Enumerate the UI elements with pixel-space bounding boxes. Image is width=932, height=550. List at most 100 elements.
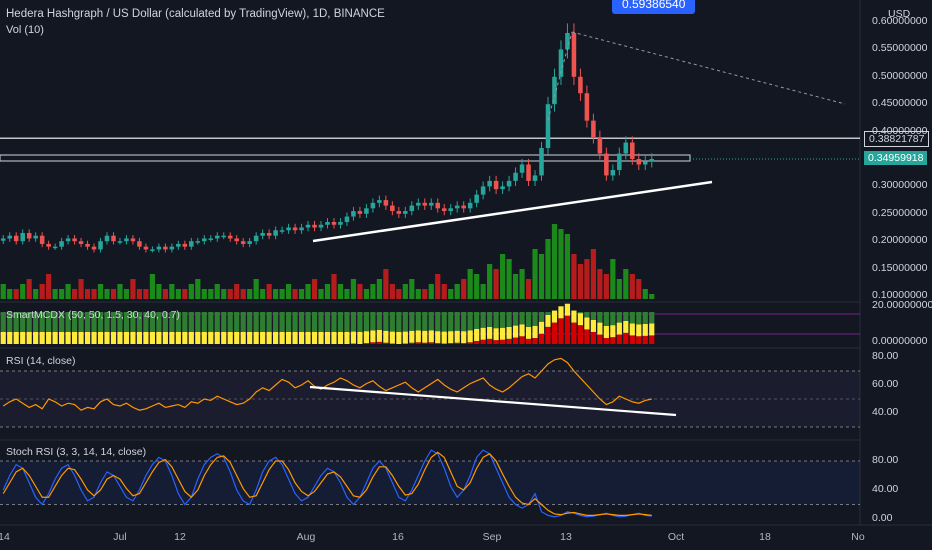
smart-red-bar <box>558 318 564 344</box>
smart-green-bar <box>7 312 13 332</box>
smart-green-bar <box>480 312 486 328</box>
candle-body <box>111 235 116 242</box>
volume-bar <box>396 289 402 299</box>
smart-green-bar <box>84 312 91 332</box>
volume-bar <box>0 284 6 299</box>
volume-bar <box>305 284 311 299</box>
smart-green-bar <box>493 312 499 329</box>
smart-green-bar <box>623 312 629 321</box>
smart-yellow-bar <box>623 320 629 333</box>
time-tick-label: No <box>851 531 865 543</box>
smart-green-bar <box>448 312 454 332</box>
volume-bar <box>538 254 545 299</box>
volume-bar <box>532 249 538 299</box>
volume-bar <box>234 284 240 299</box>
smart-red-bar <box>616 334 622 344</box>
projection-line <box>571 31 846 105</box>
smart-green-bar <box>195 312 201 332</box>
smart-red-bar <box>538 333 545 344</box>
smart-yellow-bar <box>571 310 577 323</box>
time-tick-label: Oct <box>667 531 685 543</box>
volume-bar <box>467 269 473 299</box>
smart-green-bar <box>311 312 318 332</box>
candle-body <box>39 235 45 244</box>
candle-body <box>227 235 233 239</box>
smart-yellow-bar <box>240 332 246 344</box>
smart-yellow-bar <box>7 332 13 344</box>
volume-bar <box>240 289 246 299</box>
volume-bar <box>344 289 350 299</box>
smart-red-bar <box>610 337 616 344</box>
candle-body <box>610 169 616 176</box>
smart-green-bar <box>357 312 363 332</box>
candle-body <box>623 142 629 154</box>
smart-green-bar <box>214 312 220 332</box>
smart-yellow-bar <box>136 332 143 344</box>
volume-bar <box>13 289 19 299</box>
stoch-tick-label: 0.00 <box>872 512 893 524</box>
rsi-line <box>2 357 652 411</box>
volume-bar <box>208 289 214 299</box>
smart-green-bar <box>344 312 350 332</box>
smart-yellow-bar <box>65 332 71 344</box>
smart-yellow-bar <box>71 332 78 344</box>
candle-body <box>247 241 252 244</box>
smart-green-bar <box>396 312 402 332</box>
smart-red-bar <box>461 343 467 344</box>
smart-yellow-bar <box>357 332 363 344</box>
smart-green-bar <box>201 312 207 332</box>
candle-body <box>467 202 473 209</box>
candle-body <box>441 208 447 212</box>
smart-red-bar <box>370 342 376 344</box>
smart-green-bar <box>350 312 357 332</box>
currency-label: USD <box>888 8 911 20</box>
smart-yellow-bar <box>208 332 214 344</box>
smart-green-bar <box>143 312 149 332</box>
candle-body <box>331 222 337 225</box>
candle-body <box>604 153 609 176</box>
candle-body <box>65 238 71 242</box>
smart-yellow-bar <box>376 329 382 342</box>
volume-bar <box>383 269 389 299</box>
candle-body <box>539 148 544 176</box>
smart-green-bar <box>538 312 545 322</box>
candle-body <box>273 230 278 236</box>
candle-body <box>474 194 479 203</box>
candle-body <box>435 202 441 209</box>
smart-yellow-bar <box>636 324 642 337</box>
smart-green-bar <box>0 312 6 332</box>
smart-yellow-bar <box>266 332 272 344</box>
smart-green-bar <box>324 312 331 332</box>
smart-yellow-bar <box>188 332 194 344</box>
smart-green-bar <box>402 312 408 332</box>
smart-green-bar <box>305 312 311 332</box>
candle-body <box>279 230 285 232</box>
smart-yellow-bar <box>182 332 188 344</box>
volume-bar <box>39 284 45 299</box>
smart-yellow-bar <box>409 330 415 343</box>
volume-bar <box>428 284 434 299</box>
smart-red-bar <box>603 338 609 344</box>
resistance-price-badge: 0.38821787 <box>864 131 930 147</box>
smart-green-bar <box>247 312 253 332</box>
candle-body <box>351 211 356 217</box>
smart-yellow-bar <box>558 306 564 319</box>
candle-body <box>409 205 415 212</box>
smart-green-bar <box>422 312 428 331</box>
smart-red-bar <box>590 332 596 344</box>
smart-green-bar <box>318 312 324 332</box>
smart-green-bar <box>117 312 123 332</box>
smart-yellow-bar <box>577 313 584 326</box>
smart-yellow-bar <box>532 326 538 338</box>
volume-bar <box>318 289 324 299</box>
candle-body <box>91 246 97 250</box>
smart-green-bar <box>616 312 622 323</box>
candle-body <box>325 222 330 225</box>
volume-bar <box>389 284 395 299</box>
smart-red-bar <box>383 342 389 344</box>
volume-bar <box>512 274 519 299</box>
smart-yellow-bar <box>344 332 350 344</box>
volume-bar <box>227 289 233 299</box>
candle-body <box>519 164 525 173</box>
smart-yellow-bar <box>584 317 590 330</box>
